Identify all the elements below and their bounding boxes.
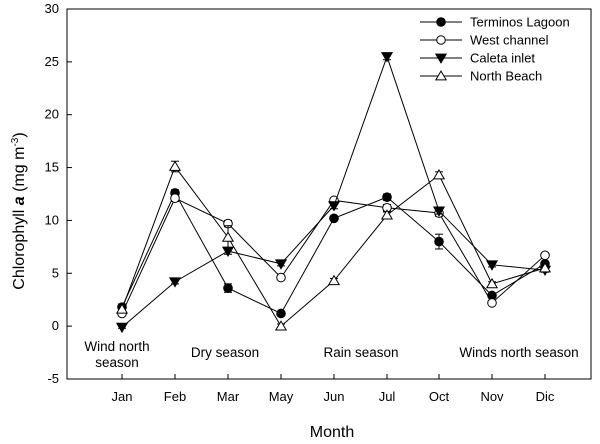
legend-label: West channel (470, 33, 549, 48)
data-point (274, 259, 288, 270)
data-point (115, 303, 129, 314)
x-tick-label: Jan (112, 389, 133, 404)
x-tick-label: May (269, 389, 294, 404)
data-point (276, 308, 286, 319)
series-line (121, 165, 546, 327)
legend-marker (434, 53, 448, 64)
data-point (115, 322, 129, 334)
data-point (485, 260, 499, 271)
series-line (121, 191, 546, 315)
legend-label: North Beach (470, 69, 542, 84)
season-label: Rain season (323, 345, 398, 360)
data-point (485, 277, 499, 289)
x-tick-label: Oct (429, 389, 450, 404)
y-axis-title-prefix: Chlorophyll (11, 205, 28, 289)
y-tick-label: 10 (45, 212, 59, 227)
data-point (434, 236, 444, 247)
data-point (327, 274, 341, 286)
y-axis-title-italic: a (11, 196, 28, 205)
season-label: Winds north season (459, 345, 578, 360)
x-tick-label: Jul (379, 389, 396, 404)
legend-marker (436, 35, 446, 45)
x-tick-label: Mar (217, 389, 240, 404)
y-tick-label: 30 (45, 1, 59, 16)
data-point (487, 298, 497, 308)
series-3 (115, 160, 552, 331)
data-point (276, 272, 286, 283)
x-tick-label: Nov (480, 389, 504, 404)
data-point (380, 52, 394, 63)
data-point (540, 250, 550, 261)
plot-frame (66, 8, 592, 380)
y-tick-label: 15 (45, 160, 59, 175)
data-point (327, 201, 341, 212)
data-point (329, 213, 339, 224)
y-axis-title-unit: (mg m (11, 147, 28, 197)
data-point (168, 277, 182, 288)
legend-marker (436, 17, 446, 27)
y-tick-label: -5 (47, 371, 59, 386)
data-point (221, 231, 235, 242)
series-layer (115, 52, 552, 334)
data-point (170, 193, 180, 204)
axes: -5 0 5 10 15 20 25 30 Jan Feb Mar May Jun Jul Oct Nov Di… (45, 1, 592, 404)
legend-label: Terminos Lagoon (470, 15, 570, 30)
data-point (274, 320, 288, 331)
y-tick-label: 25 (45, 54, 59, 69)
y-axis-title: Chlorophyll a (mg m-3) (10, 132, 28, 289)
series-2 (115, 52, 552, 334)
data-point (538, 262, 552, 273)
data-point (380, 209, 394, 220)
y-axis-title-exponent: -3 (10, 137, 21, 146)
x-axis-title: Month (310, 424, 354, 441)
legend: Terminos Lagoon West channel Caleta inlet N… (420, 15, 570, 84)
x-tick-label: Feb (164, 389, 186, 404)
season-label: Wind north (84, 339, 149, 354)
series-1 (117, 193, 550, 319)
data-point (432, 206, 446, 217)
x-tick-label: Jun (324, 389, 345, 404)
season-label: season (95, 355, 139, 370)
data-point (168, 160, 182, 171)
series-line (121, 55, 546, 328)
data-point (382, 192, 392, 202)
legend-marker (434, 70, 448, 81)
y-tick-label: 5 (52, 265, 59, 280)
y-tick-label: 0 (52, 318, 59, 333)
x-tick-label: Dic (536, 389, 555, 404)
y-axis-title-close: ) (11, 132, 28, 137)
data-point (223, 283, 233, 293)
legend-label: Caleta inlet (470, 51, 535, 66)
y-tick-label: 20 (45, 107, 59, 122)
data-point (432, 169, 446, 180)
season-label: Dry season (191, 345, 259, 360)
